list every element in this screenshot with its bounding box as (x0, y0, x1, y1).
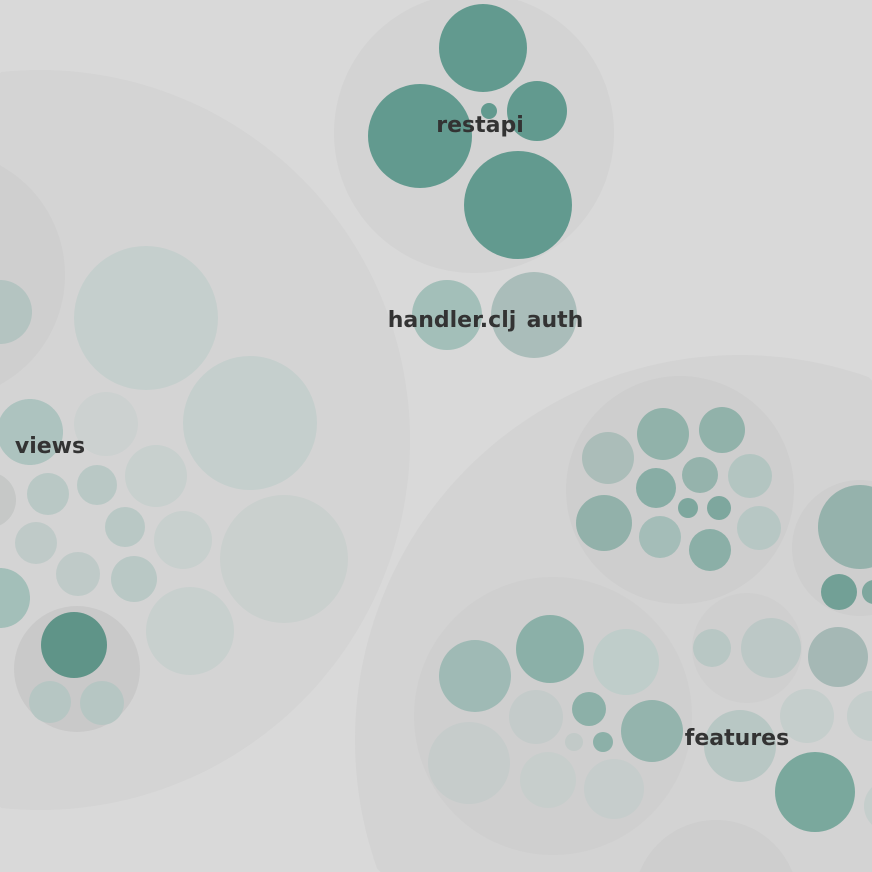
file-circle[interactable] (439, 4, 527, 92)
label-handler: handler.clj (388, 308, 517, 333)
label-views: views (15, 434, 85, 459)
container-circle[interactable] (634, 820, 798, 872)
file-circle[interactable] (737, 506, 781, 550)
restapi-group[interactable] (334, 0, 614, 273)
file-circle[interactable] (111, 556, 157, 602)
file-circle[interactable] (464, 151, 572, 259)
file-circle[interactable] (693, 629, 731, 667)
file-circle[interactable] (481, 103, 497, 119)
file-circle[interactable] (77, 465, 117, 505)
file-circle[interactable] (0, 568, 30, 628)
file-circle[interactable] (704, 710, 776, 782)
file-circle[interactable] (728, 454, 772, 498)
file-circle[interactable] (582, 432, 634, 484)
auth-circle[interactable] (491, 272, 577, 358)
file-circle[interactable] (707, 496, 731, 520)
file-circle[interactable] (584, 759, 644, 819)
file-circle[interactable] (818, 485, 872, 569)
file-circle[interactable] (741, 618, 801, 678)
file-circle[interactable] (105, 507, 145, 547)
file-circle[interactable] (183, 356, 317, 490)
file-circle[interactable] (689, 529, 731, 571)
file-circle[interactable] (593, 732, 613, 752)
handler-circle[interactable] (412, 280, 482, 350)
file-circle[interactable] (509, 690, 563, 744)
file-circle[interactable] (29, 681, 71, 723)
file-circle[interactable] (639, 516, 681, 558)
file-circle[interactable] (808, 627, 868, 687)
file-circle[interactable] (507, 81, 567, 141)
file-circle[interactable] (780, 689, 834, 743)
file-circle[interactable] (220, 495, 348, 623)
file-circle[interactable] (27, 473, 69, 515)
file-circle[interactable] (775, 752, 855, 832)
file-circle[interactable] (154, 511, 212, 569)
file-circle[interactable] (572, 692, 606, 726)
file-circle[interactable] (593, 629, 659, 695)
file-circle[interactable] (428, 722, 510, 804)
file-circle[interactable] (621, 700, 683, 762)
file-circle[interactable] (56, 552, 100, 596)
label-auth: auth (527, 308, 584, 333)
file-circle[interactable] (636, 468, 676, 508)
file-circle[interactable] (0, 399, 63, 465)
file-circle[interactable] (125, 445, 187, 507)
file-circle[interactable] (80, 681, 124, 725)
file-circle[interactable] (74, 246, 218, 390)
file-circle[interactable] (516, 615, 584, 683)
file-circle[interactable] (565, 733, 583, 751)
label-features: features (685, 726, 789, 751)
file-circle[interactable] (41, 612, 107, 678)
views-group[interactable] (0, 70, 410, 810)
file-circle[interactable] (699, 407, 745, 453)
file-circle[interactable] (862, 580, 872, 604)
features-group[interactable] (355, 355, 872, 872)
file-circle[interactable] (439, 640, 511, 712)
file-circle[interactable] (576, 495, 632, 551)
file-circle[interactable] (847, 691, 872, 741)
file-circle[interactable] (682, 457, 718, 493)
file-circle[interactable] (821, 574, 857, 610)
file-circle[interactable] (146, 587, 234, 675)
file-circle[interactable] (678, 498, 698, 518)
file-circle[interactable] (74, 392, 138, 456)
label-restapi: restapi (436, 113, 524, 138)
file-circle[interactable] (368, 84, 472, 188)
file-circle[interactable] (0, 280, 32, 344)
file-circle[interactable] (15, 522, 57, 564)
file-circle[interactable] (637, 408, 689, 460)
file-circle[interactable] (864, 780, 872, 832)
file-circle[interactable] (520, 752, 576, 808)
file-circle[interactable] (0, 472, 16, 528)
